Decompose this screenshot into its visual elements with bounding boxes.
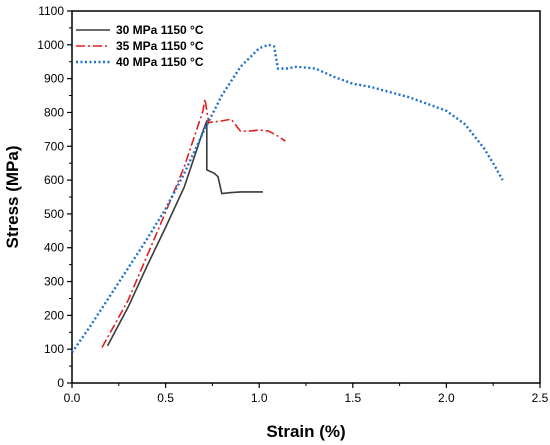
series-group bbox=[71, 43, 504, 354]
x-tick-label: 2.0 bbox=[438, 391, 455, 405]
y-axis: 0 100 200 300 400 500 600 700 800 900 1000 1100 bbox=[37, 4, 72, 390]
legend: 30 MPa 1150 °C 35 MPa 1150 °C 40 MPa 1150 … bbox=[76, 23, 204, 69]
y-tick-label: 1000 bbox=[37, 38, 64, 52]
series-line-1 bbox=[106, 120, 263, 347]
x-axis-label: Strain (%) bbox=[266, 422, 345, 441]
y-tick-label: 1100 bbox=[38, 4, 64, 18]
y-tick-label: 200 bbox=[44, 308, 64, 322]
y-axis-label: Stress (MPa) bbox=[3, 146, 22, 249]
legend-label-3: 40 MPa 1150 °C bbox=[116, 55, 204, 69]
y-tick-label: 100 bbox=[44, 342, 64, 356]
y-tick-label: 900 bbox=[44, 72, 64, 86]
series-line-2 bbox=[101, 98, 286, 348]
legend-label-1: 30 MPa 1150 °C bbox=[116, 23, 204, 37]
y-tick-label: 700 bbox=[44, 139, 64, 153]
x-tick-label: 0.5 bbox=[157, 391, 174, 405]
y-tick-label: 300 bbox=[44, 275, 64, 289]
legend-label-2: 35 MPa 1150 °C bbox=[116, 39, 204, 53]
series-line-3 bbox=[71, 43, 504, 354]
y-tick-label: 500 bbox=[44, 207, 64, 221]
x-tick-label: 1.0 bbox=[251, 391, 268, 405]
x-axis: 0.0 0.5 1.0 1.5 2.0 2.5 bbox=[64, 383, 549, 405]
y-tick-label: 0 bbox=[57, 376, 64, 390]
y-tick-label: 400 bbox=[44, 241, 64, 255]
x-tick-label: 0.0 bbox=[64, 391, 81, 405]
x-tick-label: 2.5 bbox=[532, 391, 549, 405]
x-tick-label: 1.5 bbox=[344, 391, 361, 405]
y-tick-label: 600 bbox=[44, 173, 64, 187]
y-tick-label: 800 bbox=[44, 105, 64, 119]
